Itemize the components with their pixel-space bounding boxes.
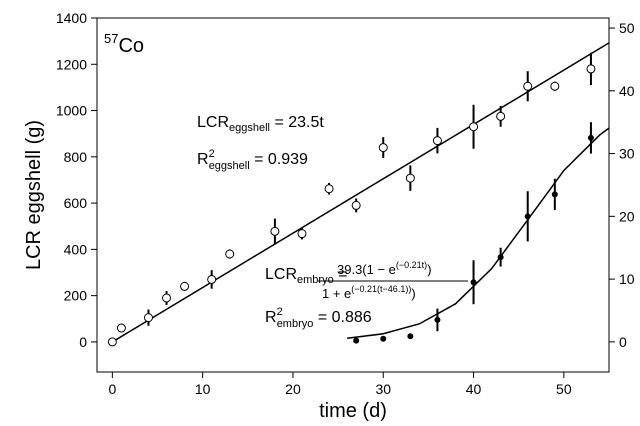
mass-number: 57: [104, 31, 118, 46]
text: = 23.5t: [270, 114, 324, 131]
data-point: [550, 81, 560, 91]
text: ): [427, 262, 431, 277]
subscript: embryo: [297, 274, 334, 286]
x-tick-label: 50: [556, 381, 572, 397]
fit-line: [111, 42, 610, 343]
subscript: eggshell: [229, 122, 270, 134]
embryo-fit: LCRembryo =: [265, 266, 348, 286]
data-point: [434, 316, 441, 323]
data-point: [432, 136, 442, 146]
y-tick-label: 800: [64, 149, 88, 165]
y2-tick-label: 0: [619, 334, 627, 350]
eggshell-r2: R2 eggshell = 0.939: [197, 148, 308, 172]
y-tick-label: 1400: [56, 10, 87, 26]
text: LCR: [265, 266, 297, 283]
y-tick-label: 400: [64, 241, 88, 257]
superscript: 2: [209, 148, 215, 160]
text: R: [265, 309, 277, 326]
data-point: [496, 111, 506, 121]
text: 1 + e: [322, 286, 351, 301]
data-point: [524, 213, 531, 220]
text: R: [197, 151, 209, 168]
x-axis-label: time (d): [319, 400, 387, 422]
text: = 0.939: [250, 151, 308, 168]
y2-tick-label: 30: [619, 146, 635, 162]
data-point: [353, 337, 360, 344]
data-point: [297, 229, 307, 239]
eggshell-fit: LCReggshell = 23.5t: [197, 114, 324, 134]
text: ): [411, 286, 415, 301]
plot-frame: [96, 17, 610, 373]
data-point: [207, 274, 217, 284]
data-point: [225, 249, 235, 259]
y2-tick-label: 20: [619, 208, 635, 224]
fit-line: [347, 127, 610, 340]
subscript: embryo: [277, 318, 314, 330]
data-point: [470, 279, 477, 286]
denominator: 1 + e(−0.21(t−46.1))): [322, 284, 416, 301]
data-point: [107, 337, 117, 347]
data-point: [380, 335, 387, 342]
data-point: [405, 173, 415, 183]
superscript: (−0.21(t−46.1)): [351, 284, 411, 294]
data-point: [162, 293, 172, 303]
data-point: [324, 184, 334, 194]
isotope-label: 57Co: [104, 31, 144, 57]
x-tick-label: 0: [108, 381, 116, 397]
data-point: [378, 143, 388, 153]
y2-tick-label: 40: [619, 83, 635, 99]
y-axis-label: LCR eggshell (g): [23, 120, 45, 270]
data-point: [497, 254, 504, 261]
data-point: [270, 226, 280, 236]
data-point: [116, 323, 126, 333]
y2-tick-label: 50: [619, 20, 635, 36]
data-point: [586, 64, 596, 74]
text: = 0.886: [313, 309, 371, 326]
data-point: [180, 281, 190, 291]
superscript: (−0.21t): [396, 260, 427, 270]
y-tick-label: 0: [79, 334, 87, 350]
y-tick-label: 200: [64, 288, 88, 304]
text: LCR: [197, 114, 229, 131]
x-tick-label: 20: [285, 381, 301, 397]
superscript: 2: [277, 306, 283, 318]
data-point: [351, 200, 361, 210]
data-point: [551, 191, 558, 198]
text: =: [334, 266, 348, 283]
y-tick-label: 1200: [56, 56, 87, 72]
text: 39.3(1 − e: [337, 262, 396, 277]
element: Co: [118, 35, 144, 57]
y-tick-label: 1000: [56, 103, 87, 119]
x-tick-label: 40: [466, 381, 482, 397]
data-point: [469, 122, 479, 132]
numerator: 39.3(1 − e(−0.21t)): [337, 260, 432, 277]
subscript: eggshell: [209, 160, 250, 172]
data-point: [523, 81, 533, 91]
data-point: [407, 333, 414, 340]
data-point: [143, 313, 153, 323]
embryo-r2: R2 embryo = 0.886: [265, 306, 372, 330]
y2-tick-label: 10: [619, 271, 635, 287]
x-tick-label: 10: [195, 381, 211, 397]
y-tick-label: 600: [64, 195, 88, 211]
data-point: [587, 134, 594, 141]
x-tick-label: 30: [375, 381, 391, 397]
